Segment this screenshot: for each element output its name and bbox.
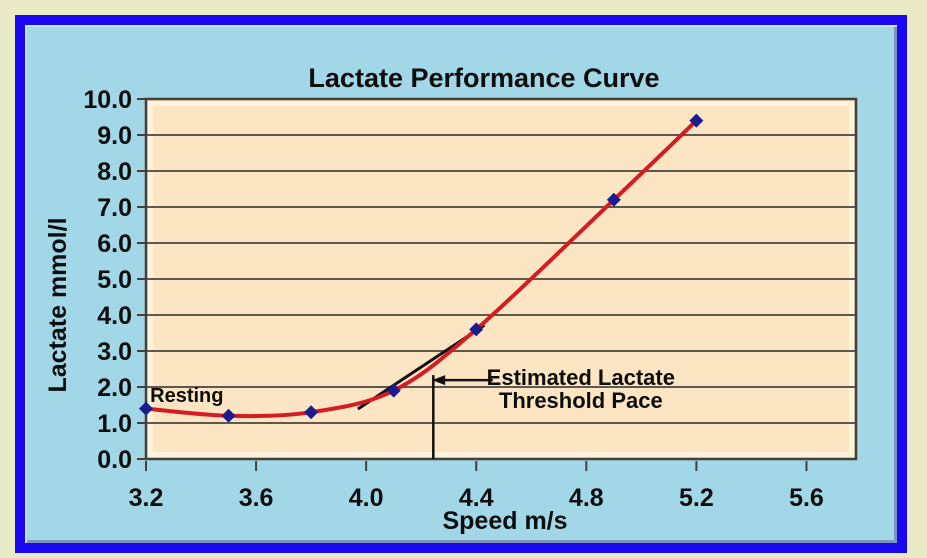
y-tick-label: 0.0 <box>97 446 132 474</box>
y-tick-label: 2.0 <box>97 374 132 402</box>
data-point-marker <box>139 401 153 416</box>
chart-title: Lactate Performance Curve <box>308 63 659 93</box>
y-tick-label: 8.0 <box>97 158 132 186</box>
axis-ticks <box>137 98 808 471</box>
x-tick-label: 4.8 <box>569 484 604 512</box>
data-point-marker <box>469 322 484 337</box>
y-tick-label: 4.0 <box>97 302 132 330</box>
y-axis-label: Lactate mmol/l <box>44 217 72 392</box>
threshold-annotation-line2: Threshold Pace <box>499 388 663 413</box>
data-point-marker <box>386 383 401 398</box>
y-tick-label: 7.0 <box>97 194 132 222</box>
x-axis-label: Speed m/s <box>442 507 567 535</box>
y-tick-label: 5.0 <box>97 266 132 294</box>
y-tick-label: 6.0 <box>97 230 132 258</box>
data-point-marker <box>304 405 319 420</box>
resting-annotation: Resting <box>150 385 223 407</box>
x-tick-label: 5.6 <box>789 484 824 512</box>
threshold-annotation-line1: Estimated Lactate <box>487 365 675 390</box>
y-tick-label: 3.0 <box>97 338 132 366</box>
data-point-marker <box>689 113 704 128</box>
x-tick-label: 4.0 <box>349 484 384 512</box>
x-tick-label: 4.4 <box>459 484 494 512</box>
data-point-marker <box>221 408 236 423</box>
x-tick-label: 5.2 <box>679 484 714 512</box>
x-tick-label: 3.6 <box>239 484 274 512</box>
y-tick-label: 1.0 <box>97 410 132 438</box>
y-tick-label: 10.0 <box>83 86 132 114</box>
arrow-head <box>432 375 446 386</box>
data-series <box>139 113 704 423</box>
y-tick-label: 9.0 <box>97 122 132 150</box>
tick-labels: 0.0 1.0 2.0 3.0 4.0 5.0 6.0 7.0 8.0 9.0 10.0 3.2 3.6… <box>83 86 824 512</box>
gridlines <box>146 134 856 424</box>
data-point-marker <box>606 192 621 207</box>
x-tick-label: 3.2 <box>129 484 164 512</box>
